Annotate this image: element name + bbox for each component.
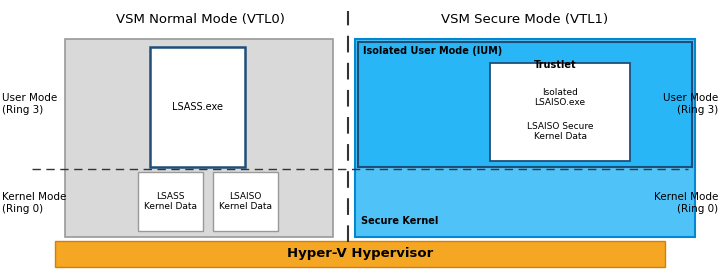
Text: Kernel Mode
(Ring 0): Kernel Mode (Ring 0) bbox=[2, 192, 66, 214]
Text: VSM Normal Mode (VTL0): VSM Normal Mode (VTL0) bbox=[116, 12, 284, 26]
FancyBboxPatch shape bbox=[55, 241, 665, 267]
Text: LSASS.exe: LSASS.exe bbox=[172, 102, 223, 112]
Text: User Mode
(Ring 3): User Mode (Ring 3) bbox=[662, 93, 718, 115]
Text: VSM Secure Mode (VTL1): VSM Secure Mode (VTL1) bbox=[441, 12, 608, 26]
Text: LSAISO Secure
Kernel Data: LSAISO Secure Kernel Data bbox=[527, 122, 593, 141]
Text: Kernel Mode
(Ring 0): Kernel Mode (Ring 0) bbox=[654, 192, 718, 214]
FancyBboxPatch shape bbox=[358, 42, 692, 167]
Text: User Mode
(Ring 3): User Mode (Ring 3) bbox=[2, 93, 58, 115]
FancyBboxPatch shape bbox=[150, 47, 245, 167]
Text: LSASS
Kernel Data: LSASS Kernel Data bbox=[144, 192, 197, 211]
Text: LSAISO
Kernel Data: LSAISO Kernel Data bbox=[219, 192, 272, 211]
Text: Isolated
LSAISO.exe: Isolated LSAISO.exe bbox=[534, 88, 585, 107]
FancyBboxPatch shape bbox=[138, 172, 203, 231]
Text: Isolated User Mode (IUM): Isolated User Mode (IUM) bbox=[363, 46, 503, 56]
FancyBboxPatch shape bbox=[355, 39, 695, 237]
FancyBboxPatch shape bbox=[213, 172, 278, 231]
FancyBboxPatch shape bbox=[65, 39, 333, 237]
Text: Trustlet: Trustlet bbox=[534, 60, 576, 70]
FancyBboxPatch shape bbox=[490, 63, 630, 161]
Text: Hyper-V Hypervisor: Hyper-V Hypervisor bbox=[287, 247, 433, 260]
Text: Secure Kernel: Secure Kernel bbox=[361, 216, 438, 226]
